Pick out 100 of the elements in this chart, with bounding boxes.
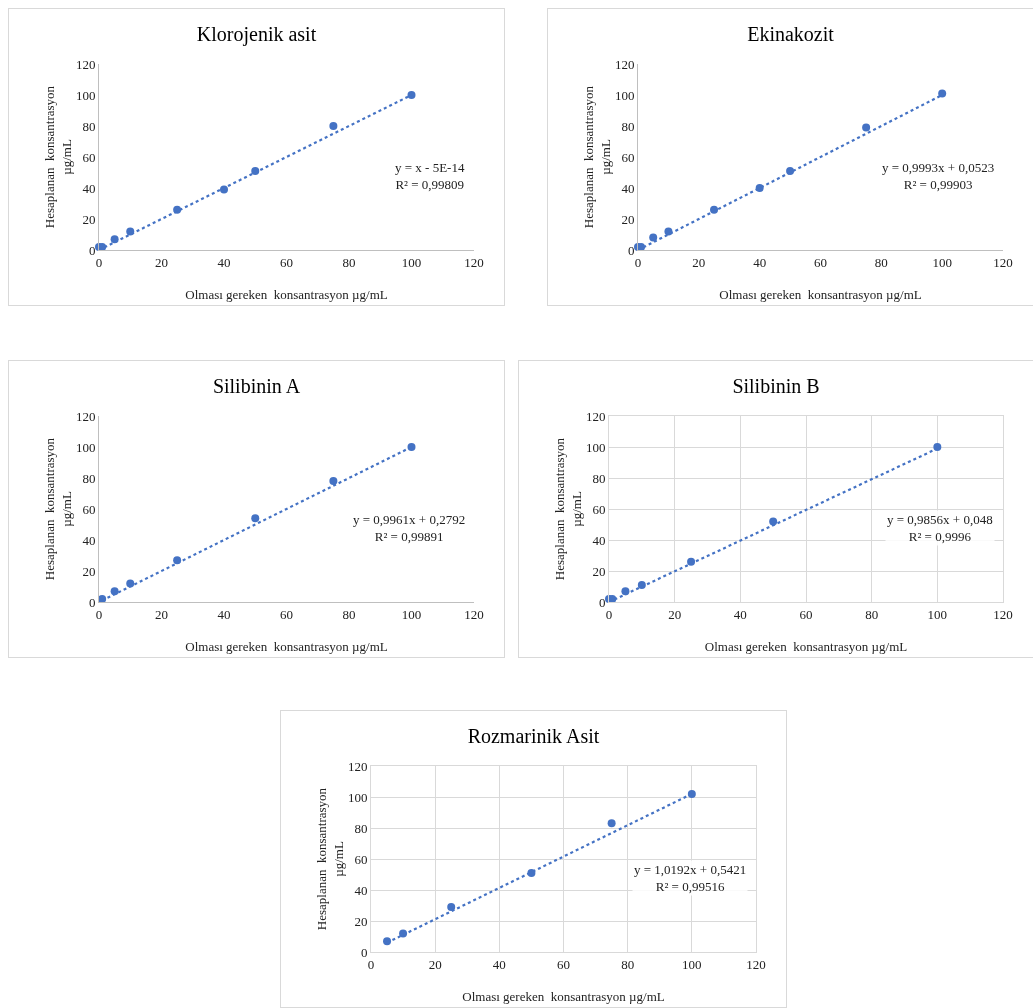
x-tick-label: 100 bbox=[927, 606, 948, 622]
x-tick-label: 40 bbox=[217, 606, 231, 622]
annotation: y = 1,0192x + 0,5421 R² = 0,99516 bbox=[634, 862, 747, 894]
x-tick-label: 120 bbox=[464, 254, 484, 270]
y-tick-label: 60 bbox=[621, 149, 635, 165]
y-tick-label: 20 bbox=[354, 913, 368, 929]
x-tick-label: 20 bbox=[155, 606, 168, 622]
x-tick-label: 60 bbox=[814, 254, 827, 270]
x-tick-label: 80 bbox=[874, 254, 888, 270]
point bbox=[126, 227, 135, 236]
x-tick-label: 40 bbox=[733, 606, 747, 622]
point bbox=[933, 443, 942, 451]
y-tick-label: 100 bbox=[75, 87, 96, 103]
x-tick-label: 100 bbox=[401, 254, 422, 270]
point bbox=[621, 587, 630, 596]
point bbox=[407, 443, 416, 451]
x-axis-title: Olması gereken konsantrasyon µg/mL bbox=[704, 639, 908, 654]
y-tick-label: 0 bbox=[598, 594, 606, 610]
y-tick-label: 20 bbox=[82, 563, 96, 579]
point bbox=[649, 233, 658, 242]
y-tick-label: 60 bbox=[82, 149, 96, 165]
y-tick-label: 0 bbox=[88, 242, 96, 258]
x-tick-label: 60 bbox=[280, 254, 293, 270]
point bbox=[251, 514, 260, 523]
y-tick-label: 80 bbox=[82, 118, 96, 134]
y-tick-label: 0 bbox=[360, 944, 368, 960]
y-tick-label: 20 bbox=[82, 211, 96, 227]
y-tick-label: 100 bbox=[347, 789, 368, 805]
annotation: y = 0,9993x + 0,0523 R² = 0,99903 bbox=[882, 160, 995, 192]
point bbox=[383, 937, 392, 946]
y-tick-label: 40 bbox=[592, 532, 606, 548]
y-axis-title: Hesaplanan konsantrasyon µg/mL bbox=[42, 437, 74, 581]
annotation: y = x - 5E-14 R² = 0,99809 bbox=[395, 160, 465, 192]
point bbox=[710, 205, 719, 214]
x-tick-label: 20 bbox=[692, 254, 706, 270]
y-tick-label: 80 bbox=[621, 118, 635, 134]
x-tick-label: 60 bbox=[280, 606, 293, 622]
y-tick-label: 80 bbox=[592, 470, 606, 486]
y-tick-label: 40 bbox=[621, 180, 635, 196]
y-tick-label: 120 bbox=[75, 56, 96, 72]
y-tick-label: 120 bbox=[585, 408, 606, 424]
chart-title: Klorojenik asit bbox=[196, 23, 317, 46]
x-tick-label: 100 bbox=[682, 956, 702, 972]
y-tick-label: 100 bbox=[585, 439, 606, 455]
y-tick-label: 60 bbox=[592, 501, 606, 517]
x-tick-label: 60 bbox=[557, 956, 570, 972]
point bbox=[637, 580, 646, 589]
point bbox=[447, 903, 456, 912]
x-tick-label: 80 bbox=[865, 606, 879, 622]
x-axis-title: Olması gereken konsantrasyon µg/mL bbox=[185, 287, 388, 302]
point bbox=[173, 556, 182, 565]
point bbox=[126, 579, 135, 588]
y-axis-title: Hesaplanan konsantrasyon µg/mL bbox=[552, 437, 584, 581]
point bbox=[329, 122, 338, 130]
x-tick-label: 20 bbox=[668, 606, 682, 622]
point bbox=[110, 587, 119, 596]
x-tick-label: 120 bbox=[464, 606, 484, 622]
point bbox=[687, 557, 696, 566]
y-tick-label: 100 bbox=[75, 439, 96, 455]
x-tick-label: 20 bbox=[155, 254, 168, 270]
point bbox=[687, 789, 696, 798]
chart-title: Ekinakozit bbox=[747, 23, 835, 45]
y-tick-label: 0 bbox=[88, 594, 96, 610]
point bbox=[607, 819, 616, 828]
x-tick-label: 60 bbox=[799, 606, 813, 622]
y-axis-title: Hesaplanan konsantrasyon µg/mL bbox=[314, 787, 346, 931]
chart-title: Rozmarinik Asit bbox=[467, 725, 600, 747]
point bbox=[220, 185, 228, 194]
x-tick-label: 100 bbox=[932, 254, 952, 270]
x-tick-label: 100 bbox=[401, 606, 422, 622]
annotation: y = 0,9961x + 0,2792 R² = 0,99891 bbox=[353, 512, 466, 544]
y-tick-label: 60 bbox=[354, 851, 368, 867]
chart-title: Silibinin B bbox=[732, 375, 820, 397]
y-tick-label: 20 bbox=[621, 211, 635, 227]
x-tick-label: 120 bbox=[993, 254, 1013, 270]
y-tick-label: 40 bbox=[82, 532, 96, 548]
point bbox=[329, 477, 338, 486]
x-tick-label: 120 bbox=[993, 606, 1013, 622]
y-tick-label: 20 bbox=[592, 563, 606, 579]
y-tick-label: 60 bbox=[82, 501, 96, 517]
chart-title: Silibinin A bbox=[212, 375, 301, 397]
y-tick-label: 120 bbox=[614, 56, 635, 72]
point bbox=[769, 517, 778, 526]
x-axis-title: Olması gereken konsantrasyon µg/mL bbox=[719, 287, 922, 302]
x-axis-title: Olması gereken konsantrasyon µg/mL bbox=[185, 639, 388, 654]
y-tick-label: 80 bbox=[354, 820, 368, 836]
y-tick-label: 100 bbox=[614, 87, 635, 103]
y-axis-title: Hesaplanan konsantrasyon µg/mL bbox=[581, 85, 613, 229]
x-tick-label: 40 bbox=[217, 254, 231, 270]
point bbox=[407, 91, 416, 99]
y-tick-label: 80 bbox=[82, 470, 96, 486]
point bbox=[399, 929, 408, 938]
point bbox=[862, 123, 871, 132]
y-tick-label: 120 bbox=[347, 758, 368, 774]
point bbox=[110, 235, 119, 244]
point bbox=[251, 166, 260, 175]
annotation: y = 0,9856x + 0,048 R² = 0,9996 bbox=[887, 512, 993, 544]
x-tick-label: 40 bbox=[492, 956, 506, 972]
point bbox=[938, 89, 947, 98]
y-tick-label: 40 bbox=[354, 882, 368, 898]
